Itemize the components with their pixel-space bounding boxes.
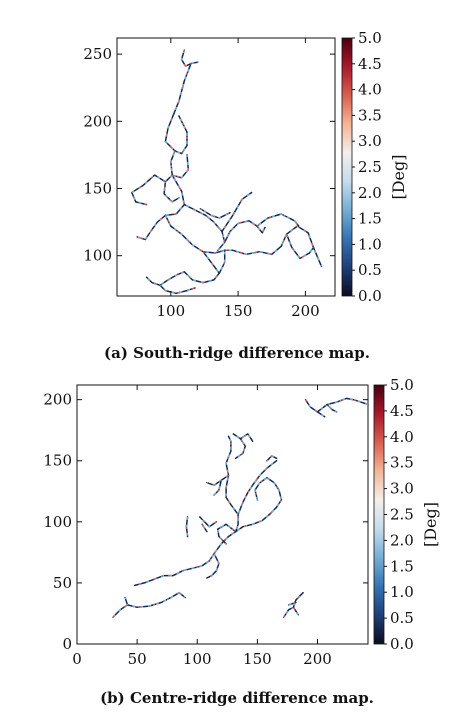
ridge-segment-highlight bbox=[200, 208, 231, 219]
ridge-segment bbox=[223, 220, 266, 244]
ridge-segment-highlight bbox=[185, 516, 189, 537]
colorbar-b bbox=[373, 384, 385, 645]
ridge-segment-highlight bbox=[200, 208, 231, 219]
ridge-segment-highlight bbox=[292, 592, 304, 608]
colorbar-a bbox=[341, 37, 353, 297]
x-tick-label: 150 bbox=[243, 650, 272, 668]
colorbar-tick-label: 1.0 bbox=[390, 583, 414, 601]
ridge-segment-highlight bbox=[213, 480, 223, 496]
ridge-segment-highlight bbox=[134, 553, 215, 587]
ridge-segment-highlight bbox=[216, 523, 237, 545]
ridge-segment-highlight bbox=[180, 49, 198, 68]
ridge-segment-highlight bbox=[256, 213, 300, 227]
y-tick-label: 50 bbox=[53, 574, 72, 592]
x-tick-label: 200 bbox=[303, 650, 332, 668]
ridge-segment-highlight bbox=[163, 181, 180, 203]
ridge-segment-highlight bbox=[172, 63, 192, 115]
plot-frame-b bbox=[76, 384, 369, 645]
ridge-segment-highlight bbox=[247, 460, 278, 493]
x-tick-label: 0 bbox=[72, 650, 82, 668]
colorbar-tick-label: 0.5 bbox=[358, 261, 382, 279]
colorbar-tick-label: 3.5 bbox=[390, 454, 414, 472]
ridge-segment-highlight bbox=[164, 114, 188, 155]
colorbar-tick-label: 3.0 bbox=[390, 480, 414, 498]
ridge-segment-highlight bbox=[136, 174, 186, 241]
ridge-segment-highlight bbox=[235, 477, 283, 533]
colorbar-tick-label: 2.0 bbox=[390, 531, 414, 549]
ridge-segment-highlight bbox=[285, 233, 315, 260]
ridge-segment-highlight bbox=[201, 523, 208, 533]
ridge-segment-highlight bbox=[221, 191, 253, 232]
ridge-segment-highlight bbox=[206, 553, 220, 579]
x-tick-label: 100 bbox=[157, 302, 186, 320]
y-tick-label: 250 bbox=[83, 45, 112, 63]
colorbar-tick-label: 2.0 bbox=[358, 184, 382, 202]
y-tick-label: 100 bbox=[83, 247, 112, 265]
ridge-segment-highlight bbox=[159, 284, 196, 295]
ridge-segment-highlight bbox=[283, 606, 299, 618]
caption-a: (a) South-ridge difference map. bbox=[104, 344, 370, 362]
colorbar-label: [Deg] bbox=[389, 154, 408, 199]
y-tick-label: 150 bbox=[43, 452, 72, 470]
ridge-segment bbox=[206, 474, 230, 486]
colorbar-tick-label: 5.0 bbox=[358, 29, 382, 47]
ridge-segment-highlight bbox=[218, 245, 282, 274]
ridge-segment-highlight bbox=[213, 492, 249, 555]
ridge-segment bbox=[170, 150, 190, 179]
colorbar-tick-label: 3.5 bbox=[358, 106, 382, 124]
ridge-segment bbox=[254, 477, 268, 501]
y-tick-label: 100 bbox=[43, 513, 72, 531]
ridge-segment-highlight bbox=[266, 454, 277, 462]
colorbar-tick-label: 4.5 bbox=[358, 55, 382, 73]
x-tick-label: 50 bbox=[128, 650, 147, 668]
colorbar-tick-label: 1.5 bbox=[390, 557, 414, 575]
plot-frame-a bbox=[116, 37, 336, 297]
ridge-segment-highlight bbox=[225, 435, 239, 515]
ridge-segment-highlight bbox=[288, 601, 297, 606]
y-tick-label: 150 bbox=[83, 180, 112, 198]
ridge-segment-highlight bbox=[201, 523, 208, 533]
y-tick-label: 200 bbox=[43, 391, 72, 409]
panel-b: 0 50 100 150 200 0 50 100 150 200 0.0 0.5 1.0 1.5 2.0 2… bbox=[43, 376, 440, 668]
ridge-segment-highlight bbox=[232, 433, 247, 459]
colorbar-tick-label: 5.0 bbox=[390, 376, 414, 394]
ridge-segment-highlight bbox=[326, 403, 338, 413]
colorbar-tick-label: 0.5 bbox=[390, 609, 414, 627]
ridge-segment bbox=[198, 516, 218, 528]
colorbar-tick-label: 1.5 bbox=[358, 210, 382, 228]
y-tick-label: 0 bbox=[62, 635, 72, 653]
colorbar-tick-label: 4.5 bbox=[390, 402, 414, 420]
ridge-segment-highlight bbox=[240, 432, 254, 442]
ridge-segment-highlight bbox=[288, 601, 297, 606]
x-tick-label: 200 bbox=[291, 302, 320, 320]
y-tick-label: 200 bbox=[83, 112, 112, 130]
ridge-segment-highlight bbox=[235, 477, 283, 533]
x-tick-label: 100 bbox=[183, 650, 212, 668]
colorbar-tick-label: 0.0 bbox=[358, 287, 382, 305]
colorbar-tick-label: 2.5 bbox=[358, 158, 382, 176]
ridge-segment bbox=[304, 398, 326, 418]
colorbar-tick-label: 4.0 bbox=[390, 428, 414, 446]
colorbar-tick-label: 3.0 bbox=[358, 132, 382, 150]
panel-a: 100 150 200 100 150 200 250 0.0 0.5 1.0 1.5 2.0 2.5 3… bbox=[83, 29, 408, 320]
colorbar-tick-label: 1.0 bbox=[358, 235, 382, 253]
colorbar-tick-label: 0.0 bbox=[390, 635, 414, 653]
colorbar-tick-label: 2.5 bbox=[390, 506, 414, 524]
ridge-segment-highlight bbox=[164, 215, 225, 254]
ridge-segment-highlight bbox=[326, 403, 338, 413]
ridge-segment-highlight bbox=[213, 480, 223, 496]
x-tick-label: 150 bbox=[224, 302, 253, 320]
ridge-segment-highlight bbox=[177, 251, 221, 284]
caption-b: (b) Centre-ridge difference map. bbox=[100, 689, 374, 707]
ridge-segment-highlight bbox=[280, 225, 323, 267]
colorbar-label: [Deg] bbox=[421, 502, 440, 547]
ridge-segment-highlight bbox=[183, 203, 226, 251]
colorbar-tick-label: 4.0 bbox=[358, 81, 382, 99]
ridge-segment-highlight bbox=[124, 597, 129, 606]
ridge-segment-highlight bbox=[112, 591, 186, 618]
